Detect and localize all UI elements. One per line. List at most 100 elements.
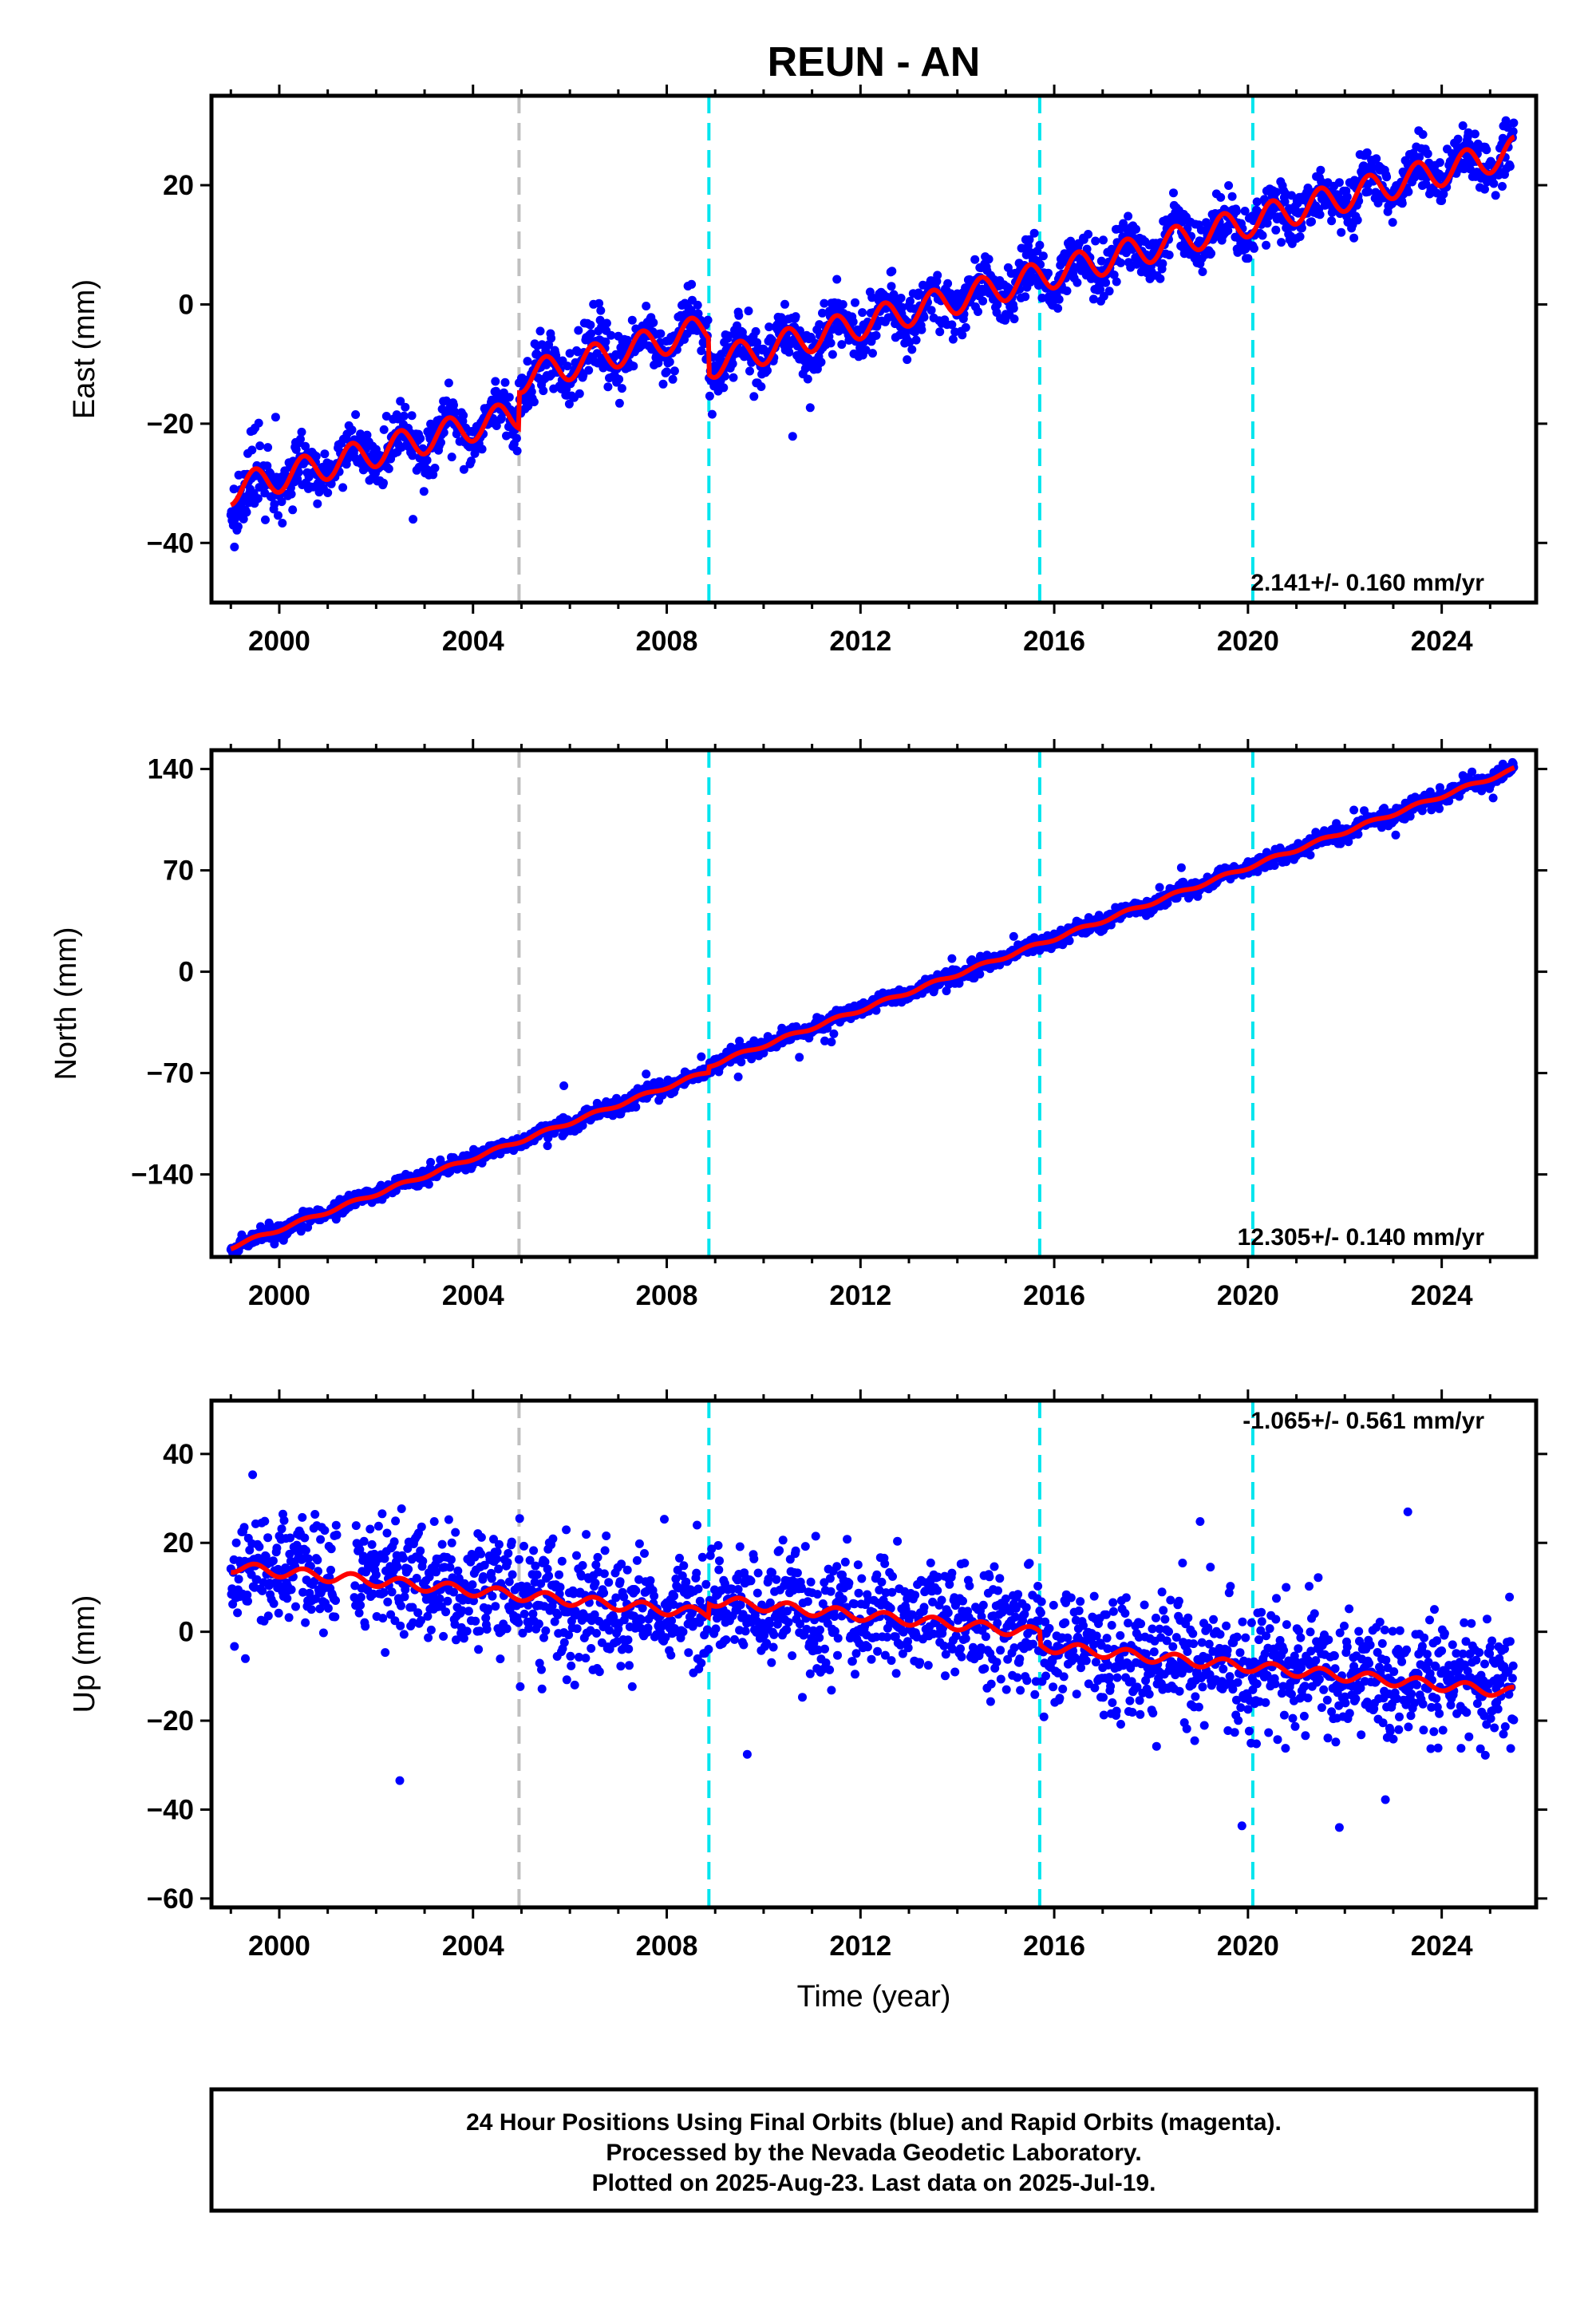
up-point (233, 1608, 243, 1618)
east-point (1508, 127, 1518, 136)
east-point (271, 413, 280, 422)
up-point (524, 1624, 534, 1633)
north-point (1377, 823, 1386, 832)
north-point (942, 986, 951, 996)
east-point (1297, 223, 1306, 233)
up-point (234, 1575, 243, 1584)
up-point (471, 1616, 480, 1626)
east-point (254, 418, 263, 428)
east-point (401, 402, 410, 412)
east-point (1207, 249, 1216, 258)
east-point (356, 429, 365, 439)
east-point (614, 374, 624, 384)
east-point (527, 387, 536, 397)
north-point (697, 1052, 706, 1061)
east-point (1382, 172, 1392, 182)
east-point (274, 511, 282, 520)
up-point (446, 1555, 456, 1564)
up-point (274, 1608, 283, 1618)
east-point (1044, 268, 1053, 278)
east-point (563, 362, 572, 371)
east-point (763, 366, 772, 375)
east-point (233, 522, 243, 532)
up-point (418, 1556, 428, 1566)
up-point (518, 1628, 527, 1638)
up-point (263, 1533, 273, 1543)
north-ytick-label: 140 (148, 754, 194, 785)
east-point (491, 377, 500, 386)
east-point (1295, 232, 1305, 241)
east-point (970, 255, 980, 264)
up-point (443, 1596, 452, 1606)
east-point (1489, 179, 1499, 188)
up-point (508, 1570, 517, 1579)
east-point (1277, 238, 1286, 247)
east-point (848, 317, 858, 326)
east-point (1458, 121, 1468, 130)
east-point (1119, 219, 1128, 228)
east-point (297, 427, 306, 437)
east-y-axis-label: East (mm) (68, 279, 101, 419)
up-point (417, 1522, 426, 1531)
up-point (393, 1562, 402, 1571)
east-point (1096, 256, 1106, 266)
north-point (424, 1180, 433, 1189)
east-point (449, 401, 458, 410)
east-plot-area (226, 96, 1519, 603)
up-point (390, 1616, 400, 1626)
up-point (534, 1619, 543, 1629)
east-point (764, 322, 774, 332)
east-point (749, 392, 759, 401)
up-point (532, 1570, 542, 1579)
east-point (906, 296, 915, 306)
east-point (326, 479, 336, 488)
east-point (1307, 217, 1316, 227)
east-ytick-label: 0 (179, 289, 194, 320)
east-point (1250, 243, 1258, 253)
up-point (379, 1588, 389, 1597)
east-point (230, 542, 239, 551)
east-point (658, 379, 668, 389)
up-point (529, 1546, 539, 1555)
up-point (562, 1675, 571, 1685)
east-point (656, 329, 666, 338)
north-xtick-label: 2008 (636, 1280, 698, 1311)
north-point (1488, 793, 1498, 803)
east-point (993, 300, 1002, 310)
east-point (1025, 235, 1034, 244)
east-point (523, 357, 532, 366)
up-point (400, 1592, 409, 1602)
north-point (827, 1037, 836, 1047)
east-point (1342, 192, 1352, 202)
north-point (820, 1036, 829, 1045)
east-point (1262, 240, 1271, 250)
up-point (543, 1564, 552, 1574)
east-xtick-label: 2016 (1023, 626, 1085, 657)
east-point (606, 330, 616, 340)
east-point (1021, 292, 1030, 302)
east-point (974, 307, 982, 316)
up-point (482, 1625, 492, 1634)
north-point (954, 978, 964, 988)
east-point (858, 308, 867, 318)
east-point (707, 409, 717, 419)
east-point (1349, 233, 1359, 243)
up-point (548, 1534, 558, 1543)
east-point (1315, 210, 1325, 219)
up-point (504, 1577, 514, 1587)
up-point (351, 1521, 361, 1531)
up-point (255, 1542, 264, 1551)
up-point (476, 1549, 486, 1559)
up-point (378, 1614, 388, 1623)
east-point (1169, 188, 1178, 198)
north-panel: 2000 2004 2008 2012 2016 2020 2024−140−7007014… (49, 739, 1547, 1311)
east-point (729, 373, 738, 382)
east-point (1327, 216, 1337, 226)
east-ytick-label: 20 (163, 170, 194, 201)
east-point (229, 484, 239, 494)
up-point (439, 1631, 448, 1641)
up-point (258, 1586, 267, 1595)
east-point (837, 340, 847, 350)
up-point (397, 1504, 406, 1513)
east-point (1397, 199, 1407, 208)
